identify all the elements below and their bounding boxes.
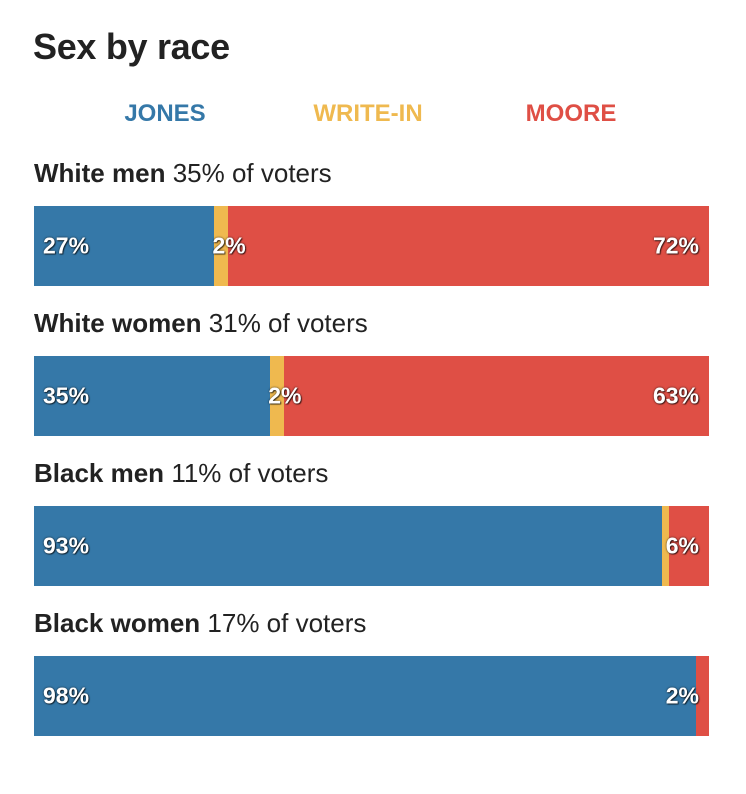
- group-label: Black men 11% of voters: [34, 458, 328, 489]
- data-label-jones: 35%: [43, 382, 90, 409]
- bar-segment-jones: [34, 506, 663, 586]
- group-name: White men: [34, 158, 166, 188]
- legend-item-writein: WRITE-IN: [313, 100, 423, 127]
- bar-segment-writein: [270, 356, 285, 436]
- bar-row: 35% 2% 63%: [34, 356, 709, 436]
- bar-segment-writein: [661, 506, 669, 586]
- bar-row: 27% 2% 72%: [34, 206, 709, 286]
- bar-segment-moore: [227, 206, 709, 286]
- data-label-jones: 27%: [43, 232, 90, 259]
- group-voter-share: 35% of voters: [172, 158, 332, 188]
- group-label: White men 35% of voters: [34, 158, 332, 189]
- group-name: Black women: [34, 608, 201, 638]
- group-voter-share: 11% of voters: [171, 458, 329, 488]
- data-label-writein: 2%: [268, 382, 302, 409]
- legend-item-jones: JONES: [124, 100, 206, 127]
- legend-item-moore: MOORE: [525, 100, 617, 127]
- group-label: White women 31% of voters: [34, 308, 368, 339]
- data-label-jones: 93%: [43, 532, 90, 559]
- bar-row: 93% 6%: [34, 506, 709, 586]
- bar-segment-moore: [668, 506, 709, 586]
- group-voter-share: 17% of voters: [207, 608, 367, 638]
- bar-segment-jones: [34, 656, 696, 736]
- bar-segment-moore: [283, 356, 709, 436]
- bar-segment-jones: [34, 356, 271, 436]
- data-label-jones: 98%: [43, 682, 90, 709]
- data-label-moore: 6%: [665, 532, 699, 559]
- chart-title: Sex by race: [33, 26, 230, 67]
- data-label-writein: 2%: [212, 232, 246, 259]
- bar-segment-writein: [214, 206, 229, 286]
- group-label: Black women 17% of voters: [34, 608, 366, 639]
- group-voter-share: 31% of voters: [208, 308, 368, 338]
- bar-row: 98% 2%: [34, 656, 709, 736]
- data-label-moore: 2%: [665, 682, 699, 709]
- bar-segment-moore: [695, 656, 709, 736]
- bar-segment-jones: [34, 206, 215, 286]
- data-label-moore: 63%: [652, 382, 699, 409]
- group-name: White women: [34, 308, 202, 338]
- group-name: Black men: [34, 458, 165, 488]
- data-label-moore: 72%: [652, 232, 699, 259]
